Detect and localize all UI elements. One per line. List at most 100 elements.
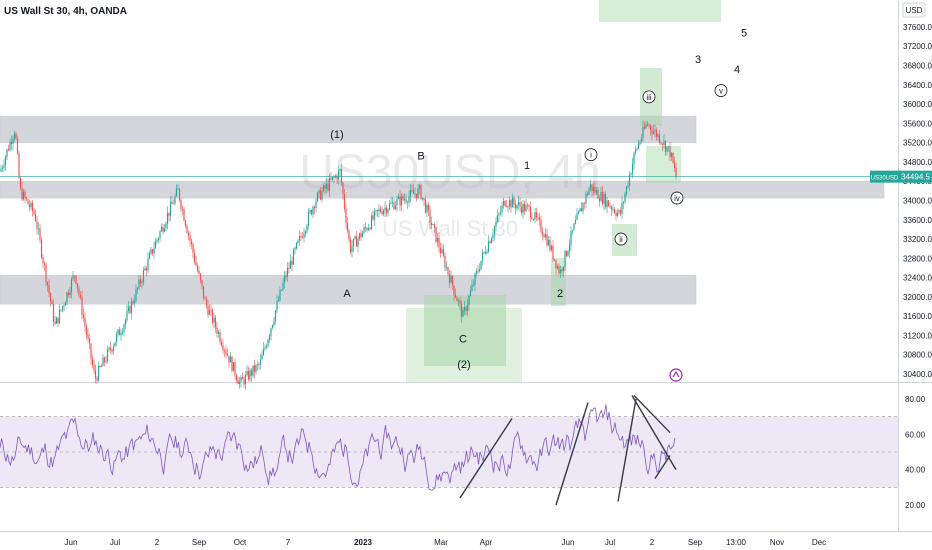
candle-body — [274, 310, 277, 321]
candle-body — [346, 222, 349, 231]
candle-body — [324, 185, 326, 189]
candle-body — [40, 239, 43, 257]
candle-body — [112, 346, 115, 352]
candle-body — [99, 365, 101, 367]
candle-body — [387, 209, 389, 214]
candle-body — [654, 129, 656, 132]
candle-body — [39, 228, 41, 240]
candle-body — [297, 240, 299, 243]
candle-body — [610, 206, 613, 210]
currency-label: USD — [906, 6, 923, 15]
candle-body — [78, 288, 80, 295]
candle-body — [510, 200, 512, 208]
candle-body — [424, 199, 427, 213]
candle-body — [49, 293, 52, 302]
candle-body — [184, 220, 187, 227]
candle-body — [447, 267, 449, 274]
candle-body — [438, 238, 440, 248]
candle-body — [532, 219, 535, 220]
candle-body — [76, 283, 79, 289]
candle-body — [441, 249, 443, 254]
candle-body — [241, 377, 244, 380]
candle-body — [273, 320, 275, 326]
time-tick-label: Oct — [234, 538, 247, 547]
candle-body — [73, 275, 76, 277]
time-tick-label: 2 — [650, 538, 655, 547]
candle-body — [264, 347, 266, 349]
candle-body — [657, 134, 659, 137]
candle-body — [403, 199, 406, 201]
target-zone-3[interactable] — [599, 0, 721, 22]
candle-body — [207, 305, 209, 315]
candle-body — [190, 240, 193, 245]
candle-body — [6, 149, 8, 157]
candle-body — [540, 219, 542, 232]
rsi-trendline[interactable] — [555, 402, 589, 506]
candle-body — [85, 326, 88, 335]
candle-body — [10, 141, 13, 144]
candle-body — [271, 325, 274, 329]
candle-body — [376, 210, 379, 212]
candle-body — [612, 209, 614, 211]
candle-body — [661, 143, 664, 145]
currency-box[interactable] — [902, 2, 926, 18]
rsi-trendline[interactable] — [654, 455, 671, 479]
candle-body — [400, 195, 403, 206]
candle-body — [508, 200, 511, 207]
candle-body — [420, 185, 422, 200]
price-tick-label: 34800.0 — [903, 158, 932, 167]
price-tick-label: 37600.0 — [903, 23, 932, 32]
candle-body — [601, 192, 604, 205]
price-tick-label: 33200.0 — [903, 235, 932, 244]
candle-body — [652, 131, 655, 134]
candle-body — [309, 210, 311, 213]
candle-body — [0, 168, 2, 172]
candle-body — [192, 244, 194, 253]
rsi-trendline[interactable] — [633, 394, 671, 434]
last-price-label: US30USD 34494.5 — [870, 170, 932, 183]
candle-body — [592, 187, 595, 191]
candle-body — [388, 203, 391, 210]
candle-body — [522, 203, 524, 213]
candle-body — [412, 190, 415, 194]
candle-body — [237, 380, 239, 385]
candle-body — [586, 193, 589, 195]
candle-body — [429, 210, 431, 223]
candle-body — [583, 203, 586, 204]
candle-body — [46, 282, 49, 285]
candle-body — [561, 269, 563, 272]
candle-body — [144, 268, 146, 271]
resistance-zone-1[interactable] — [0, 115, 697, 143]
price-tick-label: 33600.0 — [903, 216, 932, 225]
candle-body — [162, 226, 164, 232]
candle-body — [67, 292, 70, 295]
candle-body — [325, 183, 328, 189]
candles-layer — [0, 120, 898, 390]
candle-body — [391, 202, 394, 204]
candle-body — [214, 317, 217, 328]
target-zone-2[interactable] — [424, 295, 506, 366]
candle-body — [378, 209, 380, 212]
rsi-trendline[interactable] — [617, 398, 637, 502]
candle-body — [594, 187, 596, 193]
candle-body — [559, 269, 562, 274]
rsi-trendline[interactable] — [459, 418, 513, 499]
candle-body — [175, 188, 178, 197]
candle-body — [345, 208, 347, 223]
candle-body — [294, 248, 296, 250]
candle-body — [529, 206, 532, 217]
replay-icon[interactable] — [669, 368, 683, 382]
candle-body — [111, 349, 113, 352]
candle-body — [483, 252, 485, 253]
resistance-zone-3[interactable] — [0, 274, 697, 305]
candle-body — [177, 188, 179, 190]
candle-body — [258, 364, 260, 366]
candle-body — [466, 305, 469, 312]
candle-body — [625, 186, 628, 195]
candle-body — [7, 149, 10, 151]
resistance-zone-2[interactable] — [0, 180, 885, 199]
candle-body — [448, 273, 451, 283]
candle-body — [70, 279, 73, 293]
candle-body — [490, 238, 493, 243]
